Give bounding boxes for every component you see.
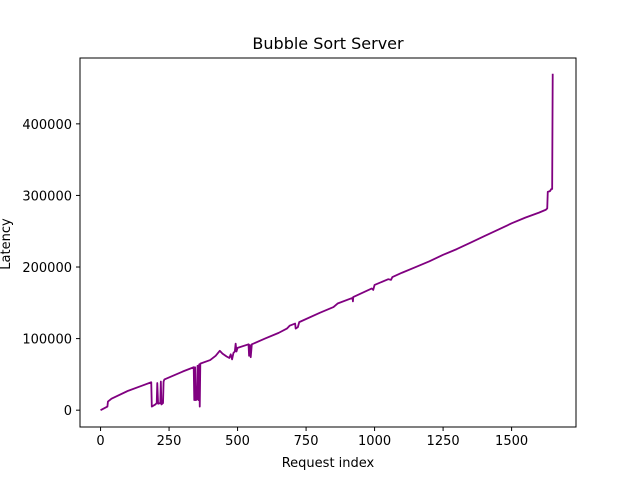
x-tick-label: 1250 [427, 434, 460, 449]
y-tick-label: 200000 [22, 261, 72, 276]
axes-frame [79, 57, 577, 428]
x-tick-label: 1000 [358, 434, 391, 449]
x-tick-label: 1500 [495, 434, 528, 449]
series-line-0 [100, 73, 554, 411]
x-axis-label: Request index [282, 456, 375, 471]
y-axis: 0 100000 200000 300000 400000 [22, 118, 80, 419]
x-axis: 0 250 500 750 1000 1250 1500 [96, 427, 528, 449]
chart-title: Bubble Sort Server [252, 34, 404, 53]
plot-area [79, 57, 577, 428]
y-tick-label: 0 [64, 404, 72, 419]
x-tick-label: 500 [225, 434, 250, 449]
y-tick-label: 400000 [22, 118, 72, 133]
x-tick-label: 0 [96, 434, 104, 449]
y-axis-label: Latency [0, 218, 14, 270]
y-tick-label: 300000 [22, 189, 72, 204]
x-tick-label: 250 [157, 434, 182, 449]
x-tick-label: 750 [294, 434, 319, 449]
y-tick-label: 100000 [22, 333, 72, 348]
